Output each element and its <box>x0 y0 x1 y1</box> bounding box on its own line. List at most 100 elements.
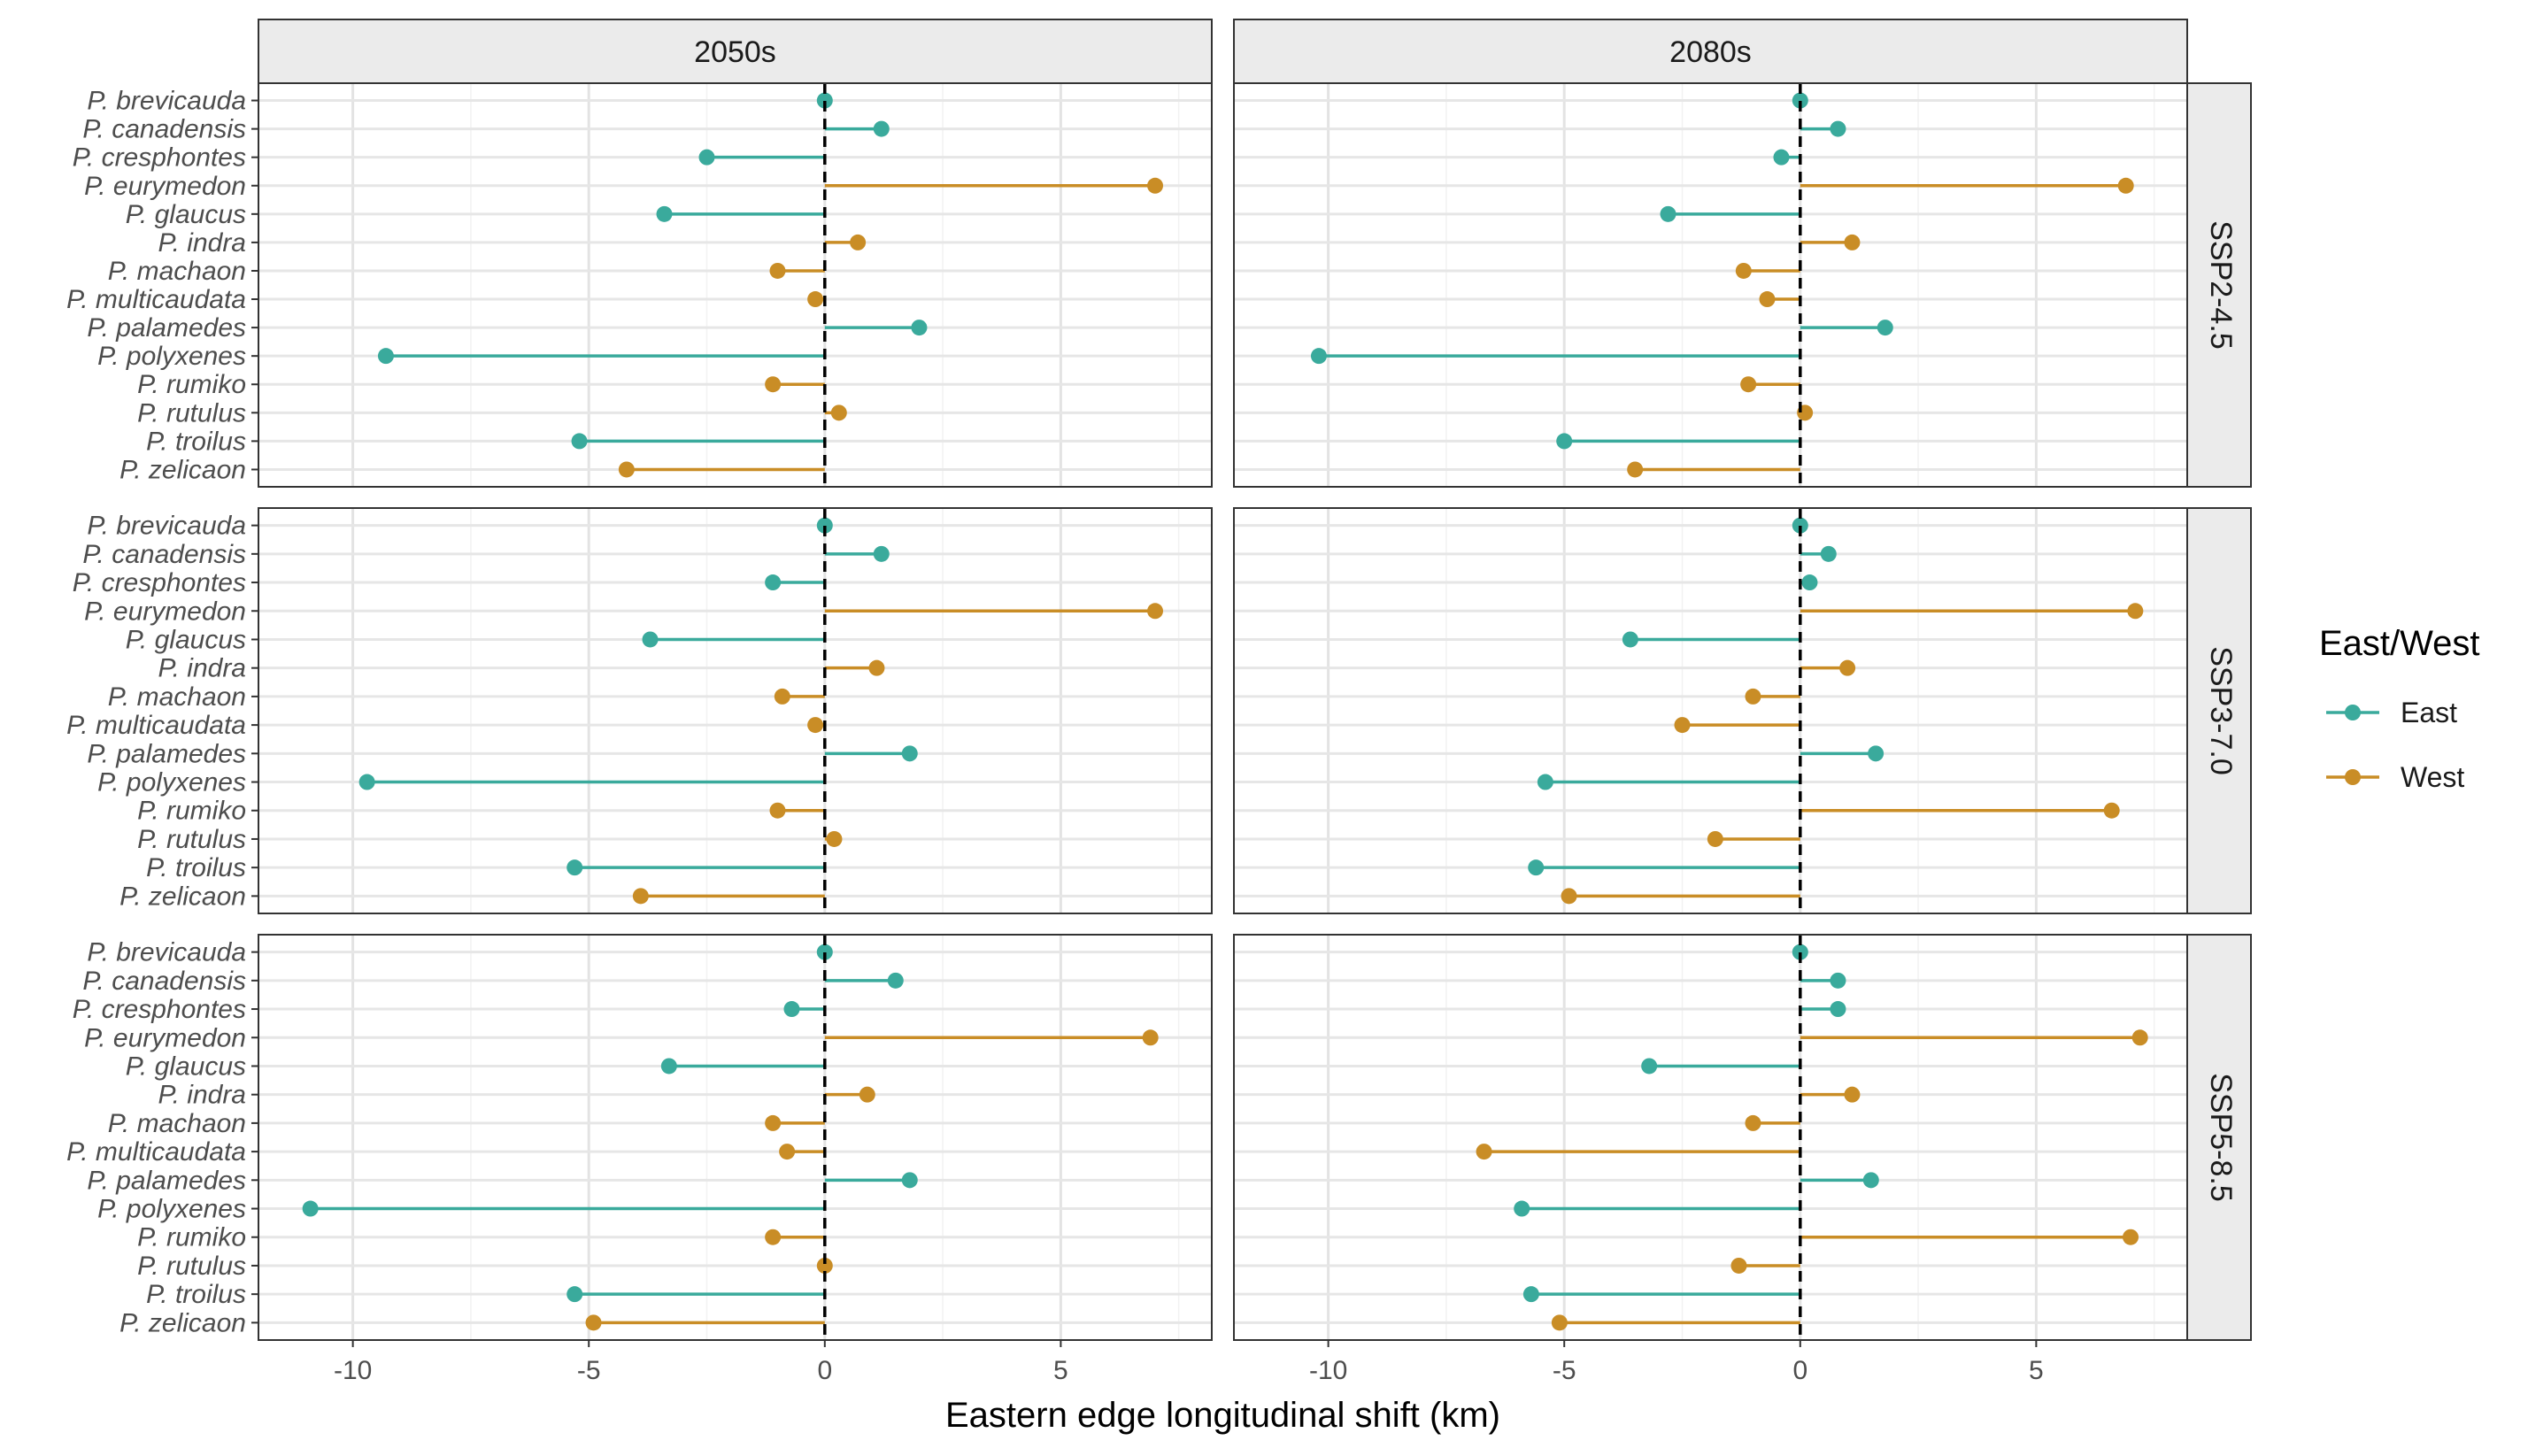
y-tick-label: P. canadensis <box>82 115 246 144</box>
lollipop-point <box>698 149 715 166</box>
lollipop-point <box>1627 461 1644 478</box>
lollipop-point <box>656 205 673 222</box>
legend-label: West <box>2401 761 2464 793</box>
legend-title: East/West <box>2319 624 2480 663</box>
y-tick-label: P. glaucus <box>126 1052 246 1081</box>
y-tick-label: P. multicaudata <box>66 285 246 314</box>
y-tick-label: P. zelicaon <box>119 1308 246 1337</box>
y-tick-label: P. cresphontes <box>73 995 246 1024</box>
lollipop-point <box>302 1200 319 1217</box>
lollipop-point <box>850 234 867 250</box>
lollipop-point <box>1839 659 1856 676</box>
panel-border <box>258 82 1213 488</box>
lollipop-point <box>1792 944 1808 960</box>
y-tick-label: P. glaucus <box>126 625 246 654</box>
lollipop-point <box>1820 545 1837 562</box>
lollipop-point <box>1801 574 1818 591</box>
lollipop-point <box>1868 745 1884 762</box>
lollipop-point <box>779 1144 796 1160</box>
x-tick-label: 0 <box>1792 1356 1807 1385</box>
lollipop-point <box>816 1257 833 1274</box>
y-tick-label: P. machaon <box>108 682 246 712</box>
lollipop-point <box>1740 376 1757 393</box>
y-tick-label: P. troilus <box>146 427 246 456</box>
column-strip-2050s <box>258 19 1213 84</box>
y-tick-label: P. multicaudata <box>66 711 246 740</box>
legend-key-point <box>2345 705 2361 720</box>
lollipop-point <box>358 774 375 790</box>
row-strip-SSP3-7.0 <box>2186 507 2252 914</box>
lollipop-point <box>1622 631 1638 648</box>
lollipop-point <box>1641 1058 1658 1075</box>
lollipop-point <box>816 517 833 534</box>
lollipop-point <box>1142 1029 1159 1046</box>
panel-border <box>258 507 1213 914</box>
y-tick-label: P. zelicaon <box>119 882 246 911</box>
x-tick-label: -10 <box>334 1356 372 1385</box>
lollipop-point <box>1830 120 1846 137</box>
lollipop-point <box>859 1086 875 1103</box>
lollipop-point <box>1745 1114 1761 1131</box>
lollipop-point <box>2117 177 2134 194</box>
lollipop-point <box>1522 1286 1539 1303</box>
lollipop-point <box>873 120 890 137</box>
row-strip-SSP2-4.5 <box>2186 82 2252 488</box>
y-tick-label: P. troilus <box>146 1280 246 1309</box>
y-tick-label: P. cresphontes <box>73 568 246 597</box>
lollipop-point <box>1660 205 1676 222</box>
column-strip-2080s <box>1233 19 2188 84</box>
legend-key-point <box>2345 769 2361 785</box>
lollipop-point <box>911 320 928 336</box>
y-tick-label: P. canadensis <box>82 967 246 996</box>
lollipop-point <box>1147 177 1164 194</box>
lollipop-point <box>1735 262 1752 279</box>
y-tick-label: P. brevicauda <box>87 87 246 116</box>
lollipop-point <box>1707 830 1723 847</box>
lollipop-point <box>765 1114 782 1131</box>
lollipop-point <box>783 1001 800 1018</box>
lollipop-point <box>2131 1029 2148 1046</box>
y-tick-label: P. indra <box>158 1081 246 1110</box>
y-tick-label: P. eurymedon <box>84 597 246 626</box>
lollipop-point <box>1830 972 1846 989</box>
row-strip-label: SSP3-7.0 <box>2204 646 2238 775</box>
y-tick-label: P. canadensis <box>82 540 246 569</box>
lollipop-point <box>1674 717 1691 734</box>
lollipop-point <box>807 291 824 308</box>
x-axis-title: Eastern edge longitudinal shift (km) <box>945 1396 1500 1435</box>
lollipop-point <box>566 1286 583 1303</box>
y-tick-label: P. rutulus <box>137 825 246 854</box>
y-tick-label: P. palamedes <box>87 739 246 768</box>
row-strip-label: SSP2-4.5 <box>2204 220 2238 350</box>
lollipop-point <box>660 1058 677 1075</box>
y-tick-label: P. brevicauda <box>87 938 246 967</box>
lollipop-point <box>830 404 847 421</box>
lollipop-point <box>1773 149 1790 166</box>
y-tick-label: P. rumiko <box>137 797 246 826</box>
x-tick-label: 5 <box>1053 1356 1068 1385</box>
y-tick-label: P. eurymedon <box>84 172 246 201</box>
y-tick-label: P. multicaudata <box>66 1137 246 1167</box>
y-tick-label: P. troilus <box>146 853 246 882</box>
lollipop-point <box>566 859 583 876</box>
row-strip-SSP5-8.5 <box>2186 934 2252 1341</box>
column-strip-label: 2080s <box>1669 35 1752 69</box>
y-tick-label: P. polyxenes <box>97 768 246 797</box>
lollipop-point <box>765 376 782 393</box>
lollipop-point <box>887 972 904 989</box>
lollipop-point <box>2103 802 2120 819</box>
y-tick-label: P. polyxenes <box>97 342 246 371</box>
lollipop-point <box>901 745 918 762</box>
lollipop-point <box>1745 688 1761 705</box>
y-tick-label: P. indra <box>158 228 246 258</box>
legend-label: East <box>2401 697 2457 728</box>
lollipop-point <box>769 262 786 279</box>
lollipop-point <box>1556 433 1573 450</box>
lollipop-point <box>2127 603 2144 620</box>
panel-border <box>1233 934 2188 1341</box>
lollipop-point <box>1551 1314 1568 1331</box>
row-strip-label: SSP5-8.5 <box>2204 1073 2238 1202</box>
lollipop-point <box>632 888 649 905</box>
y-tick-label: P. machaon <box>108 257 246 286</box>
